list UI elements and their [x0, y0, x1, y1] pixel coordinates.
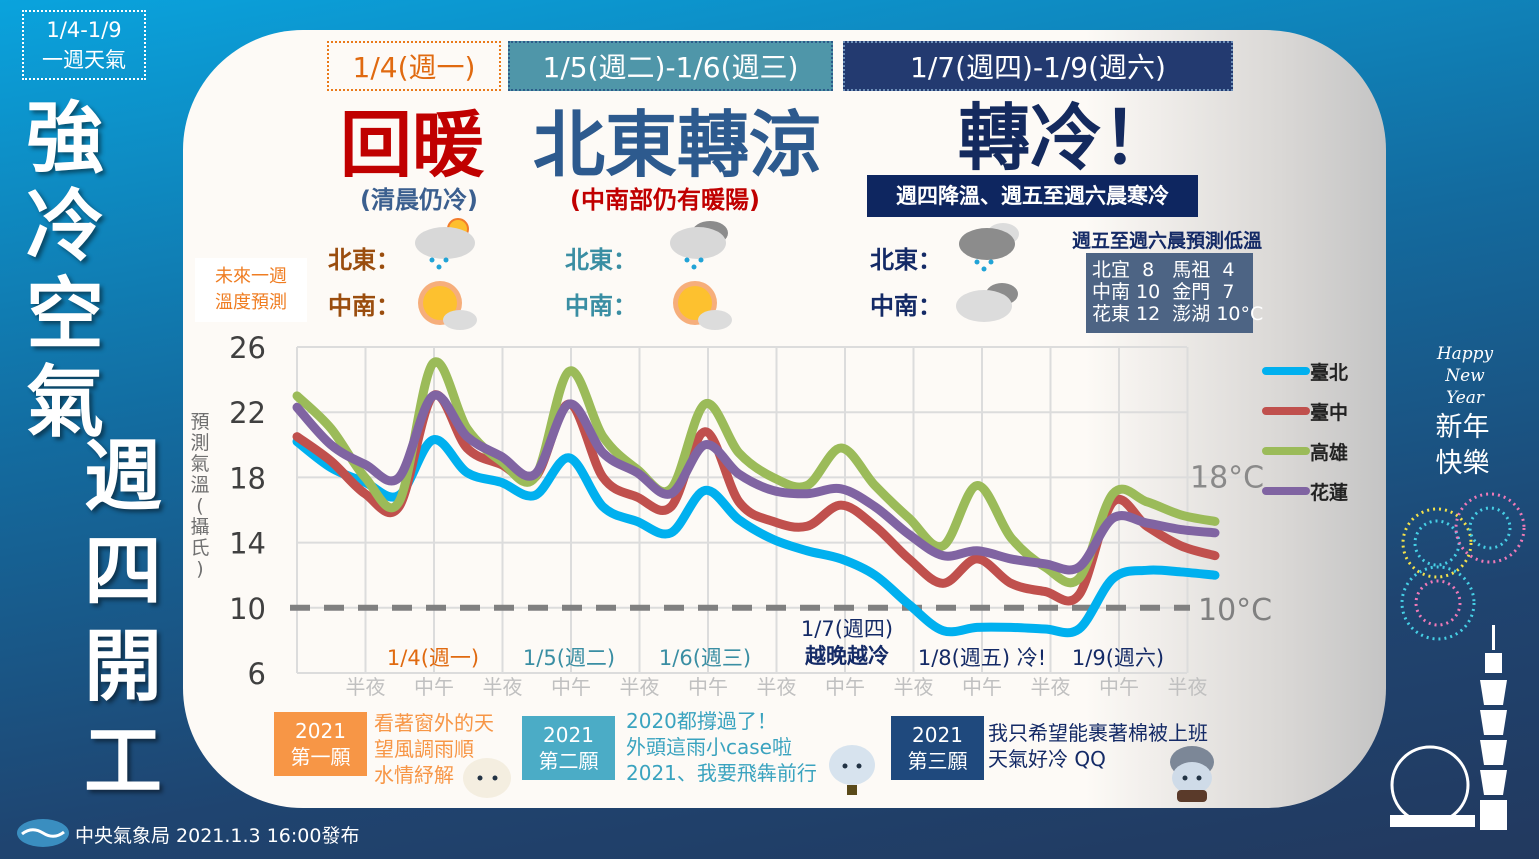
p3-northeast-label: 北東： — [870, 246, 942, 274]
dark-cloud-rain-icon — [959, 223, 1019, 272]
wish-1-tag: 2021 第一願 — [274, 712, 367, 776]
sun-cloud-icon — [418, 281, 477, 330]
period-3-header: 1/7(週四)-1/9(週六) — [843, 41, 1233, 91]
p2-central-south-label: 中南： — [565, 292, 637, 320]
y-axis-label-char: 溫 — [190, 474, 209, 496]
y-axis-label-char: 預 — [190, 411, 209, 433]
wish-3-tag: 2021 第三願 — [891, 716, 984, 780]
headline-cold-air: 強冷空氣 — [25, 94, 104, 448]
legend-label: 臺北 — [1310, 361, 1348, 384]
period-3-banner: 週四降溫、週五至週六晨寒冷 — [867, 175, 1198, 217]
x-tick-label: 中午 — [1099, 675, 1139, 699]
low-temp-box: 北宜 8 馬祖 4 中南 10 金門 7 花東 12 澎湖 10°C — [1086, 253, 1263, 333]
y-axis-label-char: 氣 — [190, 453, 209, 475]
x-tick-label: 中午 — [962, 675, 1002, 699]
period-2-title: 北東轉涼 — [533, 103, 822, 187]
series-lines — [292, 357, 1220, 638]
chart-caption: 未來一週 溫度預測 — [195, 258, 307, 322]
mascot-icon — [463, 758, 511, 798]
fireworks-icon — [1400, 492, 1526, 641]
footer-publisher: 中央氣象局 2021.1.3 16:00發布 — [75, 825, 360, 847]
period-2-header: 1/5(週二)-1/6(週三) — [508, 41, 833, 91]
day-label: 1/7(週四) — [801, 617, 893, 641]
reference-label: 10°C — [1198, 593, 1272, 628]
period-1-header: 1/4(週一) — [327, 41, 501, 91]
cwb-logo — [17, 819, 69, 847]
p3-central-south-label: 中南： — [870, 292, 942, 320]
cloud-rain-sun-icon — [415, 218, 475, 270]
period-2-subtitle: (中南部仍有暖陽) — [570, 186, 760, 214]
x-tick-label: 半夜 — [483, 675, 523, 699]
legend-label: 高雄 — [1310, 441, 1348, 464]
day-label: 1/4(週一) — [387, 646, 479, 670]
y-tick-label: 26 — [229, 331, 266, 365]
wish-2-text: 2020都撐過了！ 外頭這雨小case啦 2021、我要飛犇前行 — [626, 709, 817, 785]
x-tick-label: 半夜 — [1031, 675, 1071, 699]
happy-new-year: Happy New Year — [1436, 344, 1494, 408]
legend-label: 臺中 — [1310, 401, 1348, 424]
y-tick-label: 6 — [248, 657, 266, 691]
x-tick-label: 半夜 — [620, 675, 660, 699]
x-tick-label: 中午 — [688, 675, 728, 699]
cloudy-icon — [956, 283, 1018, 322]
y-axis-label-char: 攝 — [190, 516, 209, 538]
week-range-caption: 一週天氣 — [42, 48, 126, 72]
series-line-2 — [292, 357, 1220, 588]
cloud-rain-icon — [670, 221, 728, 270]
mascot-with-blanket-icon — [1170, 746, 1214, 802]
mascot-icon — [829, 745, 875, 795]
low-temp-title: 週五至週六晨預測低溫 — [1072, 230, 1263, 252]
x-tick-label: 半夜 — [894, 675, 934, 699]
day-label: 1/6(週三) — [659, 646, 751, 670]
period-1-title: 回暖 — [340, 103, 485, 187]
x-tick-label: 半夜 — [346, 675, 386, 699]
y-tick-label: 10 — [229, 592, 266, 626]
series-line-3 — [292, 390, 1220, 575]
y-axis-label-char: 測 — [190, 432, 209, 454]
y-tick-label: 18 — [229, 461, 266, 495]
legend-label: 花蓮 — [1310, 481, 1348, 504]
y-axis-label-char: ) — [196, 558, 203, 580]
content-card — [183, 30, 1386, 808]
period-3-title: 轉冷！ — [958, 96, 1175, 180]
y-tick-label: 14 — [229, 527, 266, 561]
wish-2-tag: 2021 第二願 — [522, 716, 615, 780]
x-tick-label: 中午 — [551, 675, 591, 699]
wish-1-text: 看著窗外的天 望風調雨順 水情紓解 — [374, 711, 494, 787]
y-tick-label: 22 — [229, 396, 266, 430]
y-axis-label-char: 氏 — [190, 537, 209, 559]
headline-thursday: 週四開工 — [83, 432, 162, 807]
day-label: 1/5(週二) — [523, 646, 615, 670]
day-label-note: 越晚越冷 — [804, 644, 889, 668]
x-tick-label: 半夜 — [1168, 675, 1208, 699]
day-label: 1/8(週五) 冷! — [918, 646, 1046, 670]
week-range: 1/4-1/9 — [46, 18, 122, 42]
period-1-subtitle: (清晨仍冷) — [360, 186, 478, 214]
sun-cloud-icon — [673, 281, 732, 330]
y-axis-label-char: ( — [196, 495, 203, 517]
series-line-0 — [292, 435, 1220, 638]
p1-central-south-label: 中南： — [328, 292, 400, 320]
p1-northeast-label: 北東： — [328, 246, 400, 274]
x-tick-label: 中午 — [414, 675, 454, 699]
week-range-tag: 1/4-1/9 一週天氣 — [22, 10, 146, 80]
p2-northeast-label: 北東： — [565, 246, 637, 274]
annotation-label: 18°C — [1190, 460, 1264, 495]
day-label: 1/9(週六) — [1072, 646, 1164, 670]
x-tick-label: 半夜 — [757, 675, 797, 699]
chart-labels: 6 10 14 18 22 26 半夜 中午 半夜 中午 半夜 中午 半夜 中午 半夜 中午 半夜 中午 半夜 10°… — [190, 331, 1272, 699]
x-tick-label: 中午 — [825, 675, 865, 699]
taipei-101-icon — [1390, 625, 1507, 830]
new-year-greeting: 新年 快樂 — [1435, 412, 1490, 479]
wish-3-text: 我只希望能裹著棉被上班 天氣好冷 QQ — [988, 721, 1208, 771]
